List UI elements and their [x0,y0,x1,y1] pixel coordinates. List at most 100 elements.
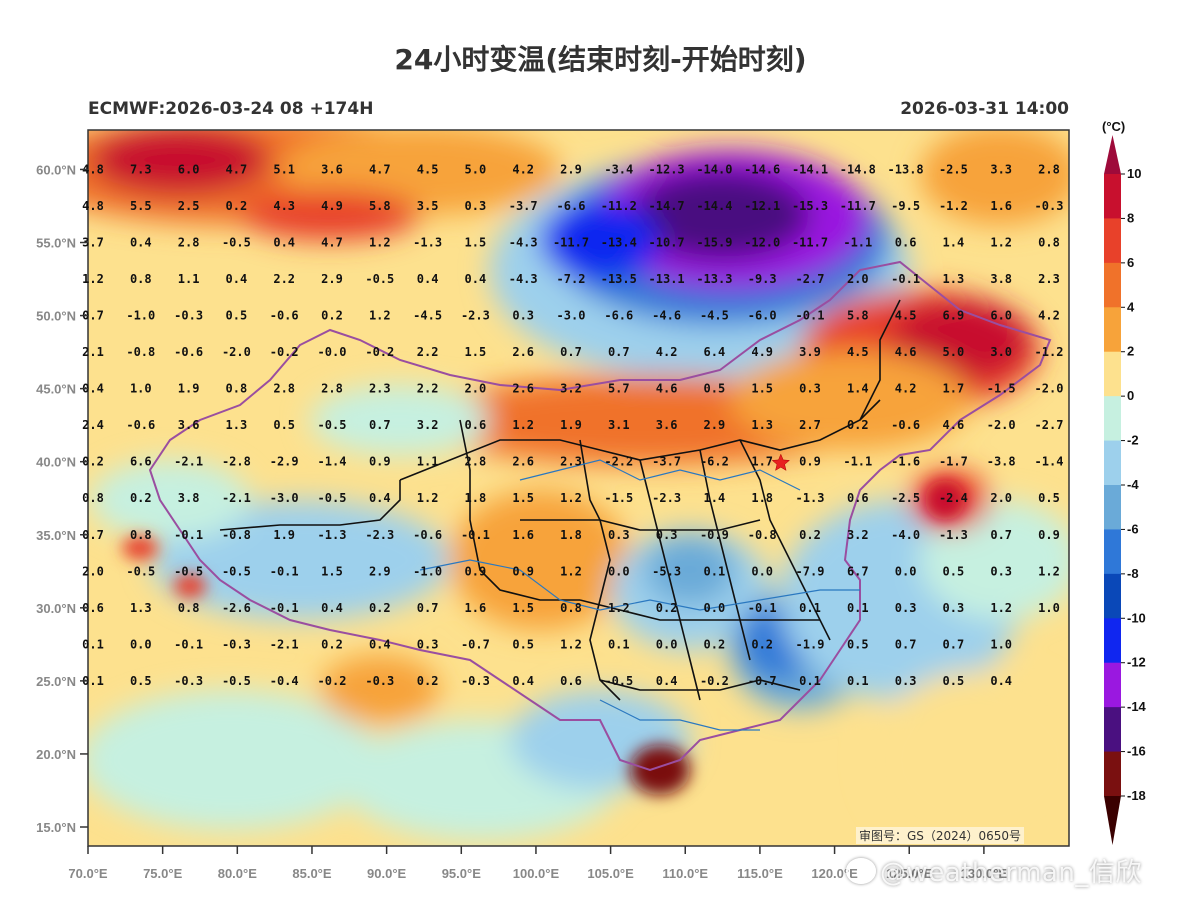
grid-value: 2.6 [512,345,534,359]
grid-value: 0.5 [943,564,965,578]
grid-value: -2.2 [604,455,633,469]
colorbar-segment [1104,529,1121,575]
grid-value: -14.4 [696,199,732,213]
grid-value: 1.9 [178,382,200,396]
grid-value: 0.2 [369,601,391,615]
grid-value: -0.6 [891,418,920,432]
grid-value: -1.4 [318,455,347,469]
grid-value: -2.1 [222,491,251,505]
grid-value: 0.2 [799,528,821,542]
grid-value: 6.6 [130,455,152,469]
grid-value: 0.5 [943,674,965,688]
grid-value: 2.7 [799,418,821,432]
grid-value: 6.0 [990,309,1012,323]
grid-value: 0.2 [847,418,869,432]
grid-value: 3.9 [799,345,821,359]
grid-value: -13.8 [888,162,924,176]
grid-value: 6.0 [178,162,200,176]
grid-value: 5.8 [369,199,391,213]
grid-value: 0.3 [512,309,534,323]
lon-label: 110.0°E [662,866,708,881]
grid-value: -13.5 [601,272,637,286]
grid-value: -3.0 [557,309,586,323]
grid-value: 2.0 [82,564,104,578]
grid-value: -4.6 [652,309,681,323]
grid-value: 4.8 [82,199,104,213]
grid-value: -2.7 [796,272,825,286]
grid-value: 3.0 [990,345,1012,359]
grid-value: 2.8 [178,236,200,250]
grid-value: 1.1 [178,272,200,286]
grid-value: 1.8 [751,491,773,505]
lon-label: 100.0°E [513,866,560,881]
grid-value: -1.0 [413,564,442,578]
colorbar-segment [1104,751,1121,797]
grid-value: 3.6 [178,418,200,432]
lat-label: 25.0°N [36,674,76,689]
grid-value: -13.3 [696,272,732,286]
colorbar-label: -18 [1127,788,1146,803]
watermark-text: @weatherman_信欣 [880,858,1142,888]
grid-value: -0.3 [174,674,203,688]
grid-value: 4.2 [1038,309,1060,323]
grid-value: 1.2 [990,601,1012,615]
grid-value: -2.0 [1035,382,1064,396]
colorbar-top-arrow [1104,135,1121,174]
grid-value: 0.6 [895,236,917,250]
grid-value: 1.0 [1038,601,1060,615]
grid-value: 1.7 [751,455,773,469]
grid-value: 0.5 [273,418,295,432]
grid-value: 4.7 [321,236,343,250]
country-border [148,260,1052,772]
grid-value: 0.1 [704,564,726,578]
lat-label: 50.0°N [36,309,76,324]
colorbar-segment [1104,262,1121,308]
lon-label: 90.0°E [367,866,407,881]
grid-value: -2.5 [939,162,968,176]
grid-value: 0.3 [990,564,1012,578]
grid-value: 0.7 [560,345,582,359]
grid-value: 2.9 [321,272,343,286]
grid-value: 0.7 [369,418,391,432]
lat-label: 30.0°N [36,601,76,616]
grid-value: -12.0 [744,236,780,250]
lon-label: 115.0°E [737,866,783,881]
grid-value: 0.8 [130,528,152,542]
grid-value: -1.6 [891,455,920,469]
grid-value: 2.9 [560,162,582,176]
grid-value: 1.3 [130,601,152,615]
grid-value: -7.2 [557,272,586,286]
grid-value: 5.5 [130,199,152,213]
grid-value: -14.8 [840,162,876,176]
grid-value: 1.5 [465,345,487,359]
valid-time-label: 2026-03-31 14:00 [900,99,1069,119]
grid-value: 0.6 [560,674,582,688]
colorbar-label: 2 [1127,344,1134,359]
watermark: @weatherman_信欣 [846,852,1142,889]
grid-value: 0.1 [608,637,630,651]
lon-label: 125.0°E [886,866,933,881]
grid-value: -13.1 [649,272,685,286]
grid-value: 3.7 [82,236,104,250]
grid-value: 3.8 [990,272,1012,286]
grid-value: 0.3 [895,601,917,615]
grid-value: -6.6 [557,199,586,213]
grid-value: -4.0 [891,528,920,542]
grid-value: 2.3 [1038,272,1060,286]
grid-value: 1.6 [465,601,487,615]
grid-value: 0.4 [417,272,439,286]
grid-value: -0.1 [461,528,490,542]
grid-value: 2.2 [417,382,439,396]
colorbar-label: 6 [1127,255,1134,270]
grid-value: -3.4 [604,162,633,176]
province-borders [219,299,901,701]
grid-value: -0.9 [700,528,729,542]
grid-value: -1.3 [413,236,442,250]
weibo-icon [846,858,876,884]
grid-value: 5.0 [465,162,487,176]
grid-value: -2.1 [270,637,299,651]
grid-value: 1.2 [560,637,582,651]
grid-value: 0.4 [130,236,152,250]
grid-value: -4.5 [700,309,729,323]
grid-value: 2.2 [273,272,295,286]
